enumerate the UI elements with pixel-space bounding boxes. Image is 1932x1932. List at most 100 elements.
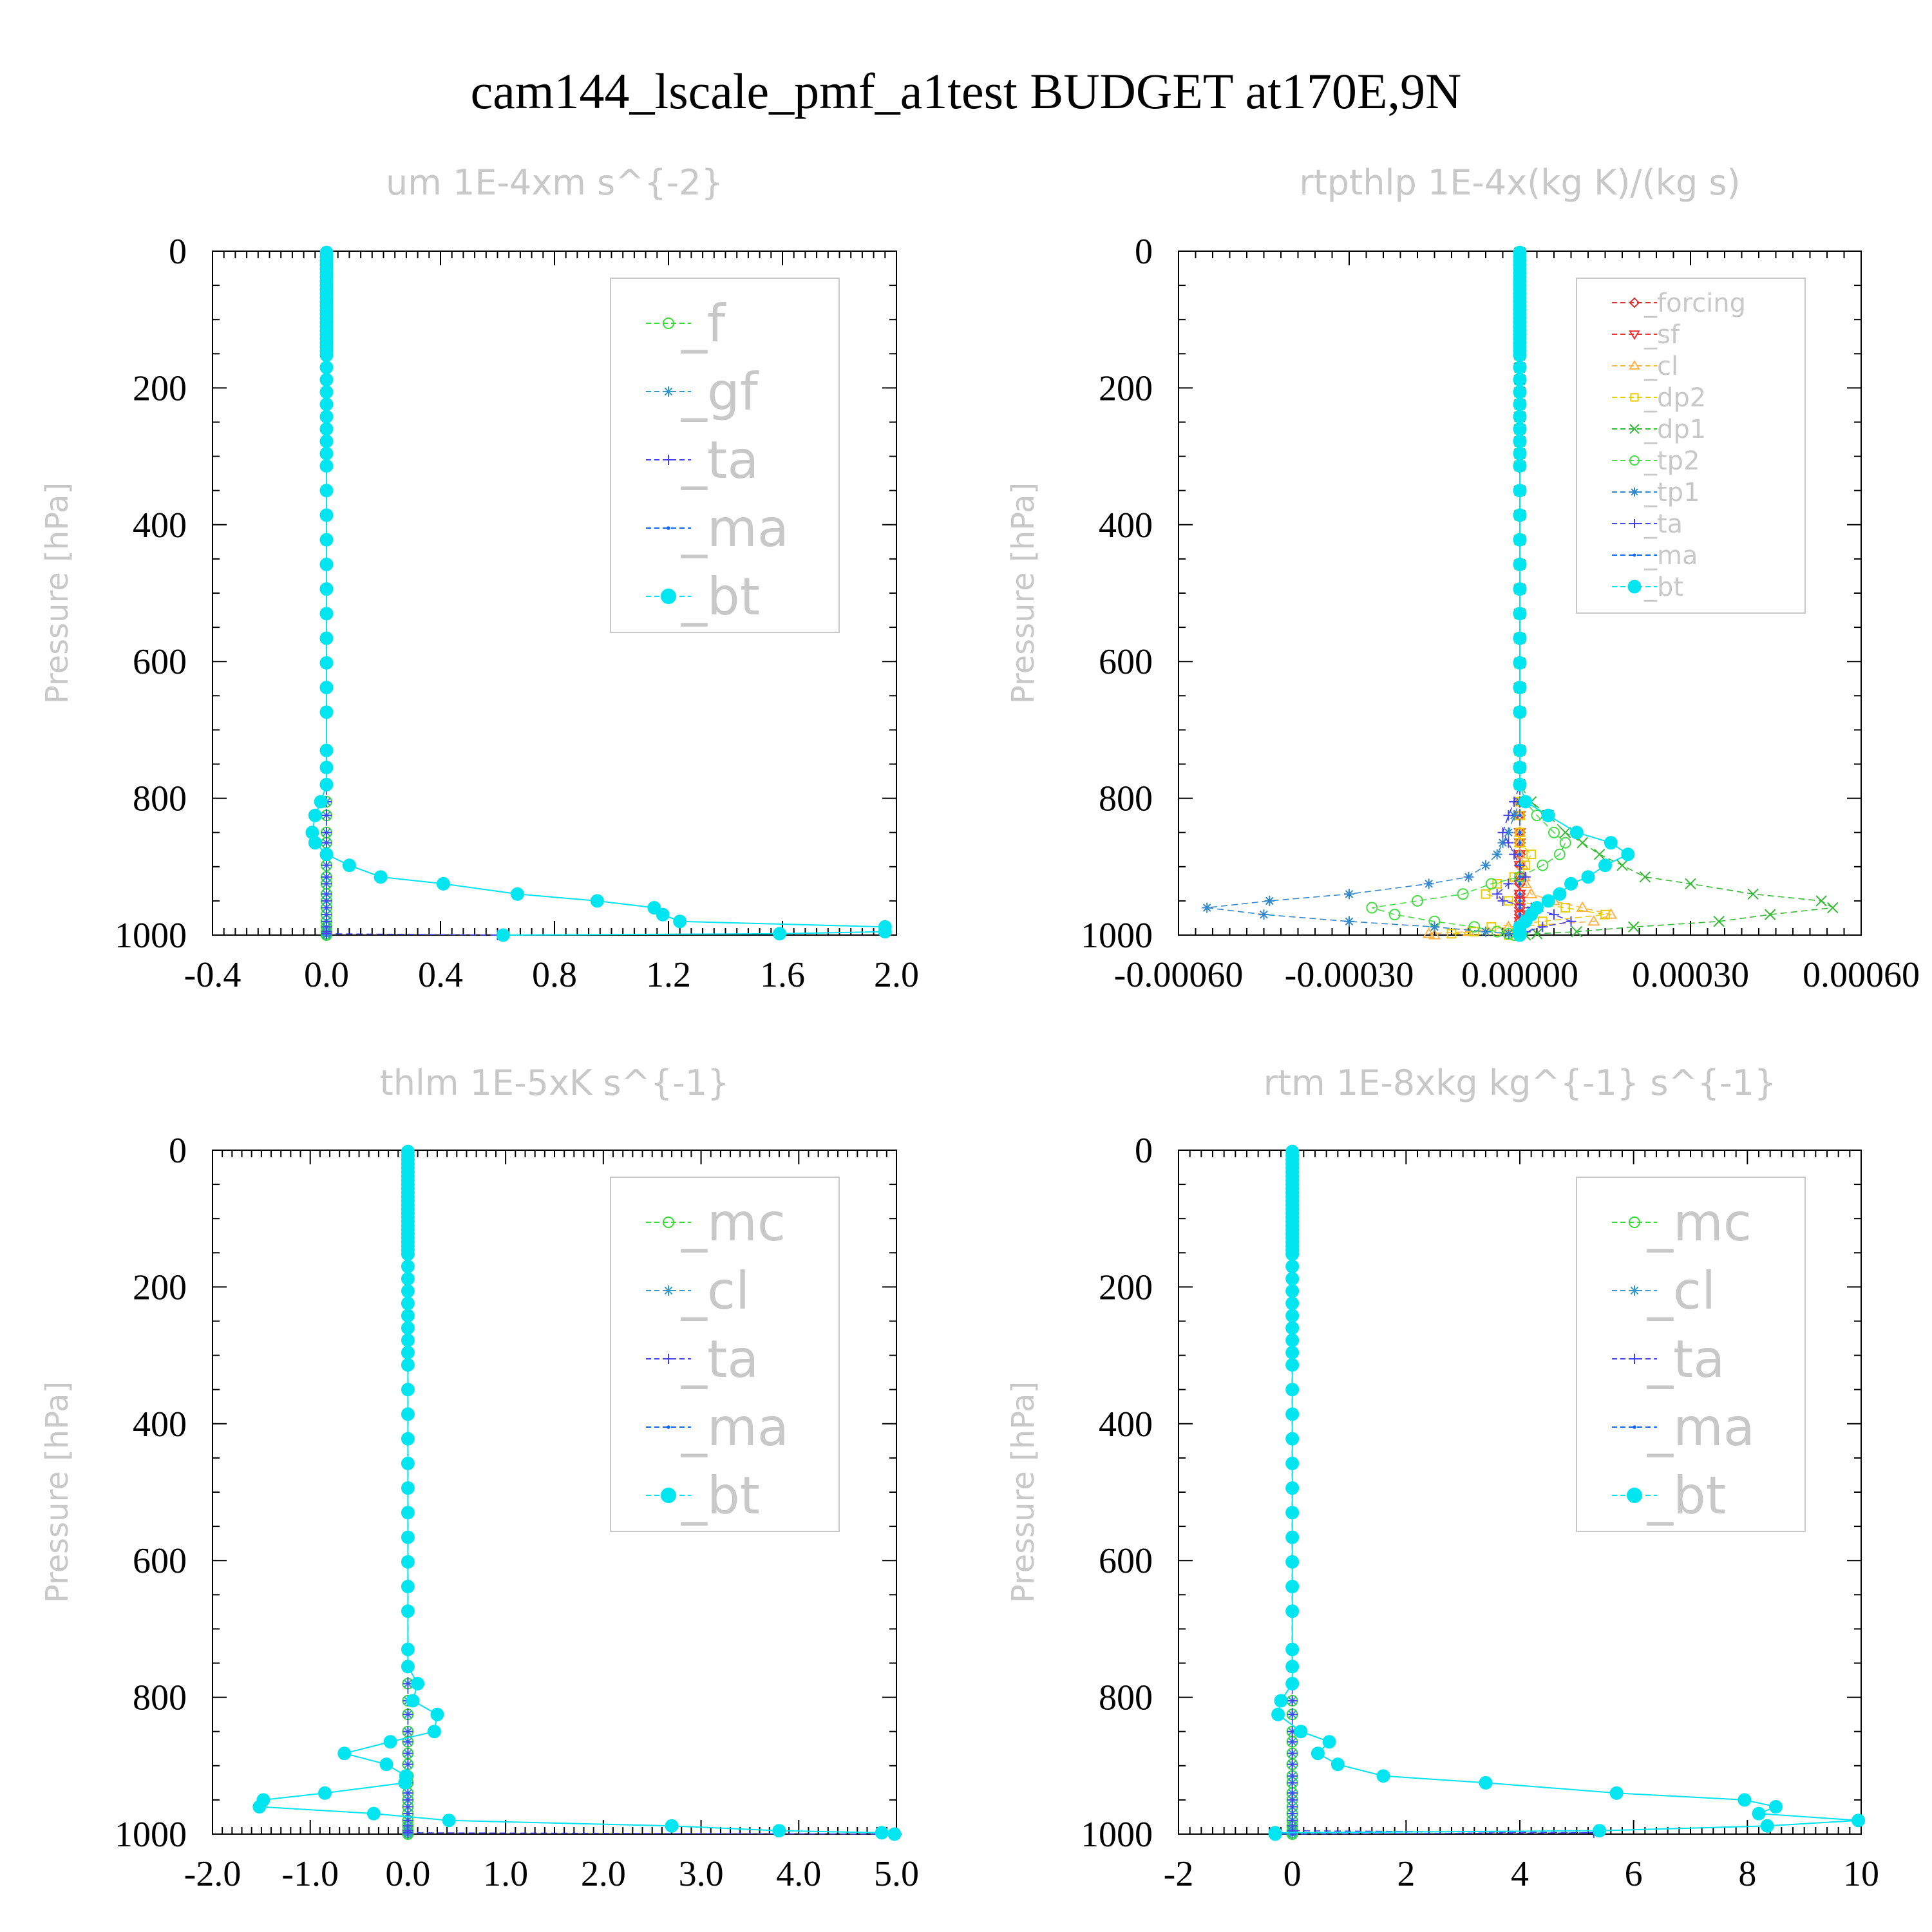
data-point [1515, 838, 1525, 848]
data-point [1285, 1456, 1300, 1470]
data-point [1571, 925, 1583, 938]
data-point [1513, 410, 1527, 424]
x-tick-label: 0.8 [532, 955, 577, 995]
data-point [1593, 1824, 1607, 1838]
data-point [1513, 705, 1527, 719]
data-point [1598, 858, 1612, 873]
legend-box [1576, 278, 1806, 614]
data-point [1553, 887, 1567, 901]
data-point [1515, 828, 1525, 838]
legend-item: _cl [646, 1261, 750, 1321]
data-point [1268, 1827, 1282, 1841]
data-point [1513, 928, 1527, 942]
data-point [1479, 1776, 1493, 1790]
data-point [1513, 889, 1526, 901]
data-point [317, 1786, 332, 1800]
data-point [1513, 397, 1527, 412]
y-tick-label: 0 [1135, 1131, 1153, 1171]
data-point [1559, 826, 1571, 838]
data-point [1593, 848, 1605, 860]
data-point [1513, 484, 1527, 498]
data-point [321, 810, 332, 821]
legend: _mc _cl _ta _ma _bt [610, 1177, 840, 1532]
data-point [1428, 929, 1441, 940]
data-point [1569, 826, 1584, 840]
y-tick-label: 600 [1099, 1541, 1153, 1581]
data-point [321, 860, 332, 871]
data-point [1287, 1777, 1298, 1788]
data-point [1285, 1676, 1300, 1690]
legend-item: _ma [646, 1397, 789, 1457]
y-axis-label: Pressure [hPa] [39, 1381, 75, 1603]
y-tick-label: 200 [1099, 1267, 1153, 1307]
data-point [308, 836, 322, 850]
data-point [1481, 889, 1491, 899]
y-tick-label: 1000 [1081, 1815, 1153, 1855]
legend-label: _bt [681, 1466, 760, 1526]
data-point [1509, 849, 1520, 860]
legend-swatch-marker [1629, 1285, 1640, 1296]
legend-swatch-marker [1627, 1488, 1642, 1503]
panel-4: rtm 1E-8xkg kg^{-1} s^{-1} Pressure [hPa]… [1005, 1063, 1879, 1894]
data-point [1513, 422, 1527, 436]
legend-item: _ta [1612, 1329, 1725, 1389]
legend-item: _bt [1612, 1466, 1726, 1526]
data-point [401, 1456, 415, 1470]
data-point [427, 1725, 441, 1739]
x-tick-label: 8 [1738, 1854, 1756, 1894]
data-point [1503, 837, 1514, 848]
data-point [665, 1819, 679, 1833]
data-point [401, 1432, 415, 1446]
data-point [1518, 863, 1522, 867]
legend-swatch-marker [663, 386, 674, 397]
y-tick-label: 1000 [115, 916, 187, 956]
legend: _f _gf _ta _ma _bt [610, 278, 840, 633]
data-point [1518, 875, 1522, 879]
series-ma [310, 251, 887, 937]
legend-swatch-marker [1629, 1354, 1640, 1364]
panels: um 1E-4xm s^{-2} Pressure [hPa] 0 200 400 600… [39, 162, 1920, 1894]
y-tick-label: 0 [1135, 232, 1153, 272]
data-point [1518, 899, 1522, 903]
data-point [1429, 922, 1440, 933]
data-point [1287, 1825, 1298, 1836]
legend-item: _gf [646, 362, 759, 422]
data-point [496, 928, 510, 942]
legend-item: _mc [1612, 1193, 1752, 1253]
data-point [1503, 928, 1514, 939]
y-tick-label: 200 [133, 1267, 187, 1307]
data-point [1481, 860, 1491, 871]
legend-item: _bt [646, 1466, 760, 1526]
data-point [1481, 926, 1491, 937]
data-point [1285, 1506, 1300, 1520]
y-axis-label: Pressure [hPa] [1005, 1381, 1041, 1603]
data-point [401, 1506, 415, 1520]
panel-title: um 1E-4xm s^{-2} [386, 162, 723, 203]
data-point [402, 1748, 413, 1759]
x-tick-label: 0.00000 [1461, 955, 1578, 995]
data-point [1548, 826, 1560, 838]
legend-swatch-marker [1629, 1217, 1640, 1228]
series-tp1 [1202, 247, 1525, 940]
legend-item: _f [646, 294, 726, 354]
y-tick-label: 400 [1099, 1405, 1153, 1444]
legend-item: _cl [1612, 352, 1678, 381]
data-point [1764, 909, 1776, 920]
data-point [1287, 1748, 1298, 1759]
data-point [1518, 813, 1522, 817]
data-point [1616, 859, 1628, 871]
legend-label: _mc [1647, 1193, 1752, 1253]
data-point [1258, 909, 1269, 920]
data-point [319, 422, 334, 436]
data-point [1513, 446, 1527, 460]
data-point [321, 928, 332, 939]
data-point [1537, 859, 1549, 871]
data-point [1520, 871, 1531, 882]
data-point [430, 1707, 444, 1721]
legend-label: _forcing [1643, 289, 1746, 318]
data-point [1285, 1260, 1300, 1274]
data-point [1287, 1759, 1298, 1770]
data-point [1509, 810, 1520, 821]
data-point [1518, 882, 1522, 886]
y-tick-label: 800 [1099, 779, 1153, 819]
